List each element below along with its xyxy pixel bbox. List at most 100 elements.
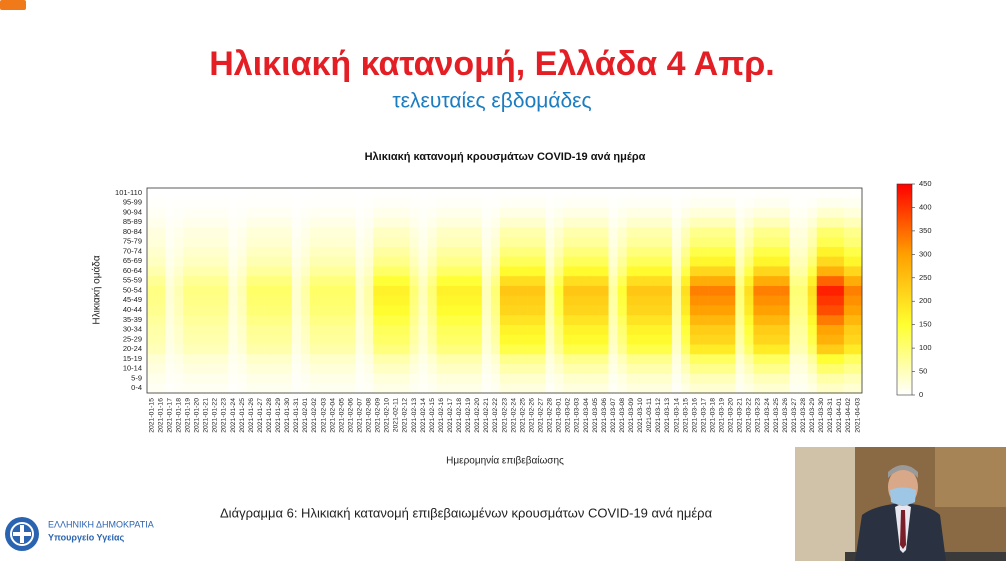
- heat-cell: [590, 383, 600, 394]
- heat-cell: [210, 236, 220, 247]
- heat-cell: [309, 256, 320, 267]
- heat-cell: [472, 305, 483, 316]
- heat-cell: [400, 383, 410, 394]
- heat-cell: [400, 324, 410, 335]
- heat-cell: [400, 334, 410, 345]
- heat-cell: [789, 266, 799, 277]
- heat-cell: [527, 324, 537, 335]
- heat-cell: [816, 197, 827, 208]
- heat-cell: [753, 344, 763, 355]
- heat-cell: [563, 236, 573, 247]
- heat-cell: [210, 227, 220, 238]
- heat-cell: [499, 324, 510, 335]
- heat-cell: [626, 188, 637, 199]
- heat-cell: [527, 295, 537, 306]
- heat-cell: [690, 217, 700, 228]
- heat-cell: [599, 236, 609, 247]
- heat-cell: [662, 344, 673, 355]
- heat-cell: [364, 275, 374, 286]
- heat-cell: [852, 285, 863, 296]
- heat-cell: [183, 227, 193, 238]
- heat-cell: [373, 217, 383, 228]
- heat-cell: [210, 363, 220, 374]
- heat-cell: [717, 256, 727, 267]
- heat-cell: [156, 217, 166, 228]
- heat-cell: [490, 227, 501, 238]
- heat-cell: [581, 334, 591, 345]
- heat-cell: [726, 285, 736, 296]
- heat-cell: [391, 227, 401, 238]
- heat-cell: [409, 266, 419, 277]
- heat-cell: [237, 334, 247, 345]
- heat-cell: [527, 266, 537, 277]
- x-tick-label: 2021-02-18: [456, 398, 463, 433]
- heat-cell: [255, 275, 265, 286]
- heat-cell: [816, 295, 827, 306]
- heat-cell: [635, 246, 646, 257]
- heat-cell: [590, 305, 600, 316]
- heat-cell: [445, 353, 456, 365]
- heat-cell: [418, 295, 428, 306]
- heat-cell: [635, 227, 646, 238]
- heat-cell: [300, 246, 311, 257]
- heat-cell: [463, 207, 474, 218]
- x-tick-label: 2021-02-26: [528, 398, 535, 433]
- heat-cell: [165, 275, 175, 286]
- heat-cell: [192, 197, 202, 208]
- heat-cell: [264, 295, 275, 306]
- heat-cell: [563, 334, 573, 345]
- heat-cell: [644, 266, 655, 277]
- heat-cell: [735, 305, 745, 316]
- heat-cell: [445, 227, 456, 238]
- heat-cell: [400, 295, 410, 306]
- colorbar-tick-label: 300: [919, 249, 932, 258]
- heat-cell: [509, 266, 519, 277]
- heat-cell: [237, 236, 247, 247]
- heat-cell: [608, 324, 618, 335]
- heat-cell: [816, 363, 827, 374]
- heat-cell: [364, 227, 374, 238]
- heat-cell: [744, 383, 754, 394]
- heat-cell: [671, 188, 682, 199]
- heat-cell: [834, 217, 845, 228]
- heat-cell: [174, 373, 184, 384]
- heat-cell: [174, 188, 184, 199]
- heat-cell: [807, 334, 818, 345]
- heat-cell: [328, 207, 338, 218]
- heat-cell: [536, 295, 546, 306]
- heat-cell: [481, 197, 492, 208]
- heat-cell: [626, 373, 637, 384]
- x-tick-label: 2021-01-24: [230, 398, 237, 433]
- heat-cell: [744, 217, 754, 228]
- heat-cell: [210, 324, 220, 335]
- heat-cell: [174, 266, 184, 277]
- heat-cell: [391, 305, 401, 316]
- heat-cell: [671, 236, 682, 247]
- heat-cell: [825, 324, 836, 335]
- heat-cell: [545, 314, 555, 325]
- heat-cell: [300, 314, 311, 325]
- heat-cell: [282, 305, 293, 316]
- heat-cell: [183, 295, 193, 306]
- heat-cell: [291, 197, 302, 208]
- heat-cell: [318, 236, 329, 247]
- heat-cell: [427, 305, 437, 316]
- heat-cell: [617, 334, 627, 345]
- heat-cell: [617, 314, 627, 325]
- heat-cell: [708, 207, 718, 218]
- heat-cell: [255, 236, 265, 247]
- heat-cell: [536, 373, 546, 384]
- heat-cell: [816, 227, 827, 238]
- heat-cell: [753, 256, 763, 267]
- heat-cell: [328, 227, 338, 238]
- heat-cell: [518, 334, 528, 345]
- heat-cell: [147, 217, 157, 228]
- heat-cell: [228, 236, 238, 247]
- heat-cell: [454, 227, 465, 238]
- heat-cell: [626, 334, 637, 345]
- heat-cell: [644, 295, 655, 306]
- heat-cell: [174, 383, 184, 394]
- heat-cell: [192, 324, 202, 335]
- y-axis-label: Ηλικιακή ομάδα: [91, 255, 103, 324]
- heat-cell: [346, 266, 356, 277]
